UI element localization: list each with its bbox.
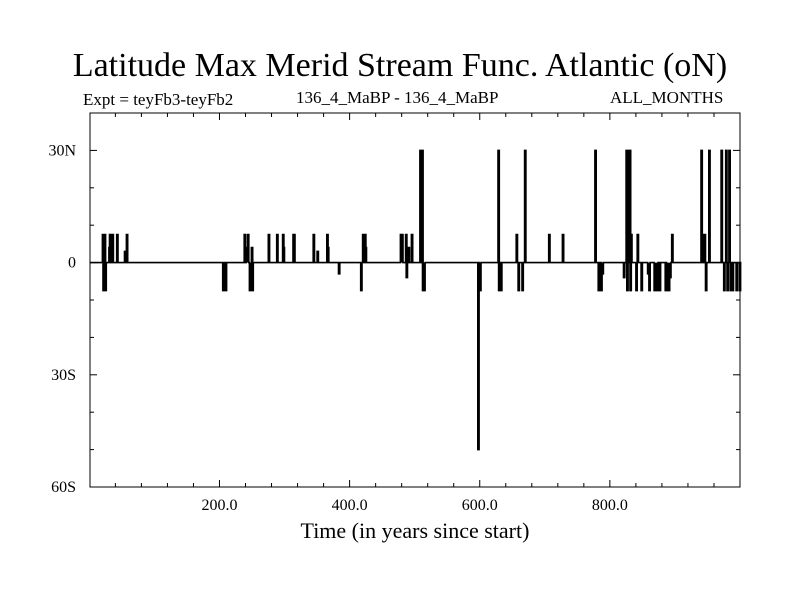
period-label: 136_4_MaBP - 136_4_MaBP (296, 88, 499, 107)
y-tick-label: 0 (68, 255, 76, 272)
y-tick-label: 60S (51, 479, 76, 496)
x-tick-label: 400.0 (332, 497, 368, 514)
x-axis-label: Time (in years since start) (300, 518, 530, 543)
months-label: ALL_MONTHS (610, 88, 724, 107)
x-tick-label: 200.0 (201, 497, 237, 514)
chart-title: Latitude Max Merid Stream Func. Atlantic… (72, 47, 728, 84)
x-tick-label: 600.0 (462, 497, 498, 514)
y-tick-label: 30S (51, 367, 76, 384)
x-tick-label: 800.0 (592, 497, 628, 514)
experiment-label: Expt = teyFb3-teyFb2 (83, 90, 234, 109)
data-series-line (90, 149, 742, 451)
plot-frame (89, 112, 741, 488)
y-tick-label: 30N (48, 142, 76, 159)
